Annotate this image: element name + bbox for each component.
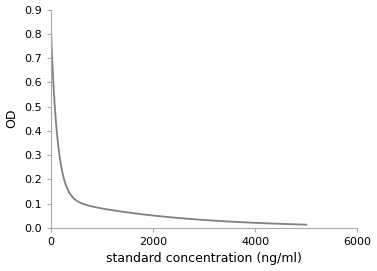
Y-axis label: OD: OD	[6, 109, 18, 128]
X-axis label: standard concentration (ng/ml): standard concentration (ng/ml)	[106, 253, 302, 265]
